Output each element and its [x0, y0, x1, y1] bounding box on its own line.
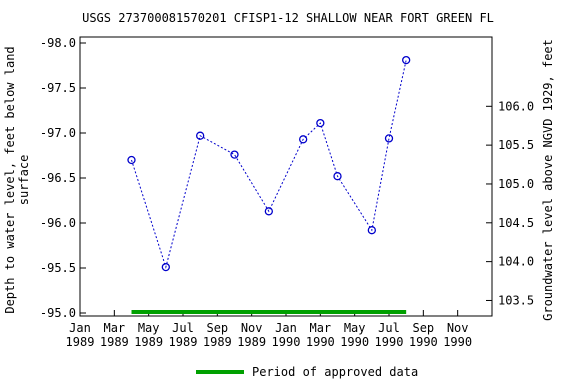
x-tick-label-line: 1989	[134, 335, 163, 349]
data-point	[384, 134, 394, 143]
data-point	[402, 55, 411, 65]
y-tick-label: -95.5	[40, 261, 76, 275]
data-point	[333, 172, 342, 181]
data-line	[131, 59, 407, 269]
x-tick-label-line: 1989	[66, 335, 95, 349]
x-tick-label: May 1989	[134, 321, 163, 349]
x-tick-label-line: Jan	[275, 321, 297, 335]
x-tick-label: Jul 1990	[375, 321, 404, 349]
y2-tick-label: 103.5	[498, 293, 534, 307]
y2-tick-label: 104.0	[498, 255, 534, 269]
x-tick-label-line: 1990	[409, 335, 438, 349]
x-tick-label: May 1990	[340, 321, 369, 349]
x-tick-label-line: 1989	[169, 335, 198, 349]
data-point	[367, 226, 376, 235]
y-label-line: surface	[17, 155, 31, 206]
x-tick-label-line: 1990	[443, 335, 472, 349]
x-tick-label-line: 1989	[100, 335, 129, 349]
data-point	[264, 207, 273, 216]
data-point	[127, 155, 136, 165]
x-tick-label: Sep 1989	[203, 321, 232, 349]
x-tick-label-line: 1989	[237, 335, 266, 349]
y-tick-label: -97.5	[40, 81, 76, 95]
x-tick-label-line: 1990	[340, 335, 369, 349]
x-tick-label-line: Sep	[206, 321, 228, 335]
x-tick-label-line: Nov	[447, 321, 469, 335]
y2-tick-label: 104.5	[498, 216, 534, 230]
y-axis-label: Depth to water level, feet below landsur…	[3, 46, 31, 313]
data-point	[230, 150, 239, 159]
x-tick-label: Nov 1990	[443, 321, 472, 349]
x-tick-label: Nov 1989	[237, 321, 266, 349]
x-tick-label-line: Jul	[172, 321, 194, 335]
y2-axis-label: Groundwater level above NGVD 1929, feet	[541, 39, 555, 321]
y-tick-label: -97.0	[40, 126, 76, 140]
x-tick-label-line: 1989	[203, 335, 232, 349]
plot-frame	[79, 36, 493, 317]
data-point	[196, 131, 205, 140]
x-tick-label: Mar 1990	[306, 321, 335, 349]
chart-title: USGS 273700081570201 CFISP1-12 SHALLOW N…	[82, 11, 494, 25]
y2-tick-label: 106.0	[498, 99, 534, 113]
x-tick-label-line: 1990	[375, 335, 404, 349]
x-tick-label-line: 1990	[272, 335, 301, 349]
y-tick-label: -96.0	[40, 216, 76, 230]
data-point	[299, 135, 308, 144]
legend-label: Period of approved data	[252, 365, 418, 379]
y-label-line: Depth to water level, feet below land	[3, 46, 17, 313]
y2-tick-label: 105.5	[498, 138, 534, 152]
x-tick-label-line: Jan	[69, 321, 91, 335]
y-tick-label: -98.0	[40, 36, 76, 50]
x-tick-label: Mar 1989	[100, 321, 129, 349]
x-tick-label: Jan 1989	[66, 321, 95, 349]
x-tick-label-line: May	[138, 321, 160, 335]
x-tick-label-line: 1990	[306, 335, 335, 349]
x-tick-label: Jan 1990	[272, 321, 301, 349]
x-tick-label-line: May	[344, 321, 366, 335]
x-tick-label: Sep 1990	[409, 321, 438, 349]
x-tick-label: Jul 1989	[169, 321, 198, 349]
x-tick-label-line: Jul	[378, 321, 400, 335]
y2-tick-label: 105.0	[498, 177, 534, 191]
y-tick-label: -95.0	[40, 306, 76, 320]
x-tick-label-line: Sep	[412, 321, 434, 335]
y-tick-label: -96.5	[40, 171, 76, 185]
x-tick-label-line: Mar	[309, 321, 331, 335]
x-tick-label-line: Nov	[241, 321, 263, 335]
x-tick-label-line: Mar	[103, 321, 125, 335]
data-point	[161, 262, 170, 272]
data-point	[316, 118, 325, 128]
